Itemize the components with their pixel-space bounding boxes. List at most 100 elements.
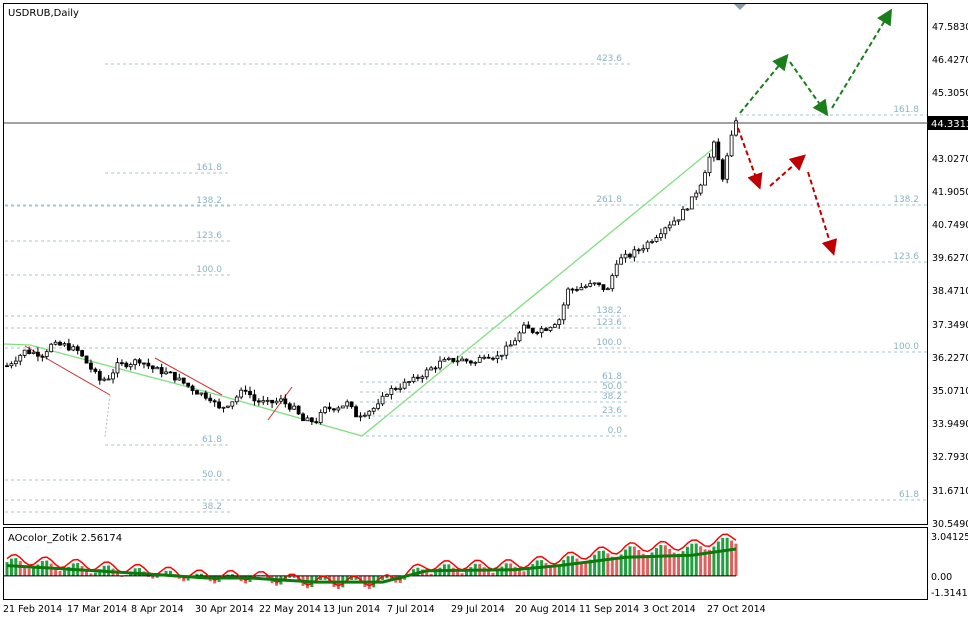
candle-body (172, 371, 177, 381)
oscillator-bar (464, 571, 468, 576)
candle-body (517, 332, 522, 342)
candle-body (552, 324, 557, 328)
candle-body (672, 220, 677, 226)
candle-body (168, 371, 173, 374)
y-tick-label: 40.7490 (932, 220, 968, 231)
candle-body (305, 417, 310, 422)
y-tick-label: 47.5830 (932, 22, 968, 33)
candle-body (632, 249, 637, 258)
oscillator-bar (672, 552, 676, 576)
candle-body (508, 344, 513, 347)
candle-body (274, 400, 279, 404)
y-tick-label: 32.7930 (932, 452, 968, 463)
oscillator-bar (5, 562, 9, 576)
candle-body (380, 395, 385, 405)
candle-body (336, 407, 341, 411)
candle-body (460, 358, 464, 362)
candle-body (522, 324, 526, 334)
oscillator-bar (319, 575, 323, 580)
oscillator-bar (350, 575, 354, 580)
fib-level-label: 138.2 (596, 306, 622, 316)
candle-body (318, 412, 323, 423)
oscillator-bar (557, 564, 561, 576)
candle-body (256, 400, 261, 403)
candle-body (97, 371, 102, 381)
candle-body (164, 371, 168, 375)
candle-body (438, 360, 442, 369)
oscillator-bar (584, 562, 588, 576)
oscillator-bar (699, 546, 703, 576)
candle-body (22, 349, 27, 356)
oscillator-bar (58, 570, 62, 576)
candle-body (601, 284, 606, 290)
y-tick-label: 46.4270 (932, 55, 968, 66)
candle-body (66, 343, 71, 351)
oscillator-bar (460, 573, 464, 576)
x-tick-label: 29 Jul 2014 (451, 604, 505, 615)
candle-body (429, 367, 434, 371)
oscillator-bar (641, 553, 645, 576)
candle-body (676, 219, 681, 222)
oscillator-bar (385, 575, 389, 579)
oscillator-bar (730, 540, 734, 576)
fib-swing-line (104, 394, 111, 438)
candle-body (354, 406, 358, 418)
fib-swing-line (267, 386, 293, 421)
oscillator-bar (491, 572, 495, 576)
y-tick-label: 30.5490 (932, 519, 968, 530)
bullish-arrow (739, 53, 789, 114)
oscillator-bar (624, 549, 628, 576)
candle-body (362, 414, 367, 417)
candle-body (226, 405, 230, 408)
x-tick-label: 30 Apr 2014 (195, 604, 254, 615)
oscillator-bar (531, 564, 535, 576)
candle-body (279, 398, 283, 402)
candle-body (292, 405, 297, 410)
candle-body (186, 382, 191, 387)
indicator-title: AOcolor_Zotik 2.56174 (8, 533, 122, 544)
oscillator-bar (456, 571, 460, 576)
oscillator-bar (566, 556, 570, 576)
chart-title: USDRUB,Daily (8, 8, 79, 19)
fib-swing-line (154, 357, 223, 396)
oscillator-bar (195, 573, 199, 576)
candle-body (208, 397, 213, 402)
fib-level-label: 138.2 (196, 196, 222, 206)
signal-line-red (6, 533, 737, 587)
oscillator-bar (544, 563, 548, 576)
fib-level-label: 138.2 (893, 195, 919, 205)
candle-body (203, 392, 208, 399)
candle-body (415, 376, 420, 379)
oscillator-bar (434, 571, 438, 576)
oscillator-bar (606, 553, 610, 576)
oscillator-bar (619, 554, 623, 576)
candle-body (111, 372, 115, 380)
oscillator-bar (23, 565, 27, 576)
candle-body (36, 351, 40, 357)
indicator-frame (3, 527, 928, 600)
candle-body (181, 377, 186, 384)
chart-shift-marker[interactable] (734, 4, 746, 10)
fib-level-label: 23.6 (602, 406, 622, 416)
oscillator-bar (526, 568, 530, 576)
x-axis: 21 Feb 2014 17 Mar 2014 8 Apr 2014 30 Ap… (3, 604, 766, 615)
candle-body (610, 275, 615, 290)
oscillator-bar (62, 570, 66, 576)
oscillator-bar (36, 564, 40, 576)
oscillator-bar (681, 551, 685, 576)
oscillator-bar (646, 554, 650, 576)
candle-body (411, 376, 416, 382)
x-tick-label: 13 Jun 2014 (323, 604, 380, 615)
candle-body (628, 253, 632, 258)
oscillator-bar (381, 575, 385, 580)
oscillator-bar (323, 575, 327, 580)
fib-level-label: 50.0 (202, 470, 222, 480)
candle-body (89, 362, 93, 370)
oscillator-bar (389, 575, 393, 581)
candle-body (371, 407, 376, 412)
candle-body (667, 224, 672, 229)
candle-body (261, 400, 266, 403)
y-tick-label: 31.6710 (932, 486, 968, 497)
bearish-arrow (737, 127, 763, 190)
